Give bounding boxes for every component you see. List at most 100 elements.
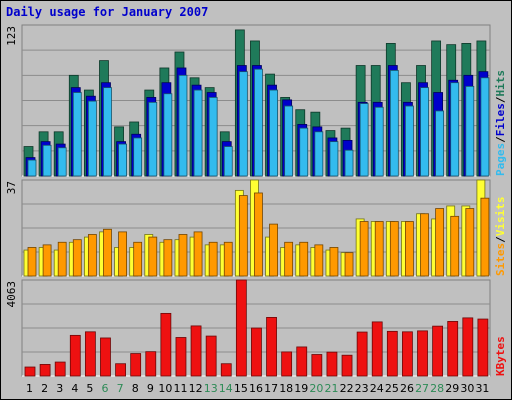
kbytes-bar bbox=[281, 351, 293, 377]
kbytes-bar bbox=[220, 363, 232, 377]
kbytes-bar bbox=[115, 363, 126, 377]
pages-bar bbox=[148, 101, 158, 177]
kbytes-bar bbox=[386, 330, 398, 377]
x-axis-day-label: 27 bbox=[415, 382, 429, 395]
pages-bar bbox=[254, 68, 263, 177]
x-axis-day-label: 4 bbox=[71, 382, 78, 395]
kbytes-bar bbox=[341, 354, 353, 377]
sites-bar bbox=[57, 241, 67, 277]
sites-bar bbox=[118, 231, 127, 277]
sites-bar bbox=[269, 223, 278, 277]
sites-bar bbox=[450, 215, 460, 277]
pages-bar bbox=[223, 146, 233, 177]
kbytes-bar bbox=[24, 366, 36, 377]
pages-bar bbox=[344, 149, 354, 177]
panel-bottom-legend: KBytes bbox=[494, 336, 507, 376]
x-axis-day-label: 22 bbox=[340, 382, 354, 395]
sites-bar bbox=[42, 244, 52, 277]
kbytes-bar bbox=[326, 351, 338, 377]
x-axis-day-label: 24 bbox=[370, 382, 384, 395]
x-axis-day-label: 23 bbox=[355, 382, 369, 395]
pages-bar bbox=[178, 74, 188, 177]
pages-bar bbox=[435, 110, 445, 177]
pages-bar bbox=[208, 97, 218, 177]
x-axis-day-label: 21 bbox=[324, 382, 338, 395]
legend-entry: Sites bbox=[494, 243, 507, 276]
kbytes-bar bbox=[266, 317, 277, 377]
sites-bar bbox=[465, 208, 475, 277]
x-axis-day-label: 17 bbox=[264, 382, 278, 395]
kbytes-bar bbox=[371, 321, 383, 377]
pages-bar bbox=[284, 105, 294, 177]
x-axis-day-label: 16 bbox=[249, 382, 263, 395]
sites-bar bbox=[389, 221, 399, 277]
pages-bar bbox=[103, 87, 112, 177]
sites-bar bbox=[420, 213, 429, 277]
kbytes-bar bbox=[69, 334, 81, 377]
x-axis-day-label: 30 bbox=[460, 382, 474, 395]
x-axis-day-label: 6 bbox=[102, 382, 109, 395]
pages-bar bbox=[389, 70, 399, 177]
kbytes-bar bbox=[175, 337, 187, 377]
legend-entry: Pages bbox=[494, 143, 507, 176]
kbytes-bar bbox=[84, 331, 96, 377]
sites-bar bbox=[254, 192, 263, 277]
x-axis-day-label: 8 bbox=[132, 382, 139, 395]
x-axis-day-label: 10 bbox=[158, 382, 172, 395]
x-axis-day-label: 25 bbox=[385, 382, 399, 395]
sites-bar bbox=[208, 241, 218, 277]
kbytes-bar bbox=[190, 325, 202, 377]
pages-bar bbox=[118, 143, 127, 177]
kbytes-bar bbox=[39, 364, 51, 377]
pages-bar bbox=[163, 93, 173, 177]
sites-bar bbox=[103, 228, 112, 277]
kbytes-bar bbox=[130, 353, 142, 377]
x-axis-day-label: 12 bbox=[189, 382, 203, 395]
sites-bar bbox=[223, 241, 233, 277]
x-axis-day-label: 31 bbox=[475, 382, 489, 395]
kbytes-bar bbox=[477, 318, 489, 377]
sites-bar bbox=[133, 241, 143, 277]
sites-bar bbox=[72, 239, 82, 277]
sites-bar bbox=[27, 247, 37, 277]
pages-bar bbox=[133, 137, 143, 177]
sites-bar bbox=[193, 231, 203, 277]
x-axis-day-label: 5 bbox=[86, 382, 93, 395]
x-axis-day-label: 29 bbox=[445, 382, 459, 395]
kbytes-bar bbox=[54, 361, 66, 377]
sites-bar bbox=[344, 252, 354, 277]
legend-entry: / bbox=[494, 236, 507, 243]
panel-top-ytick-label: 123 bbox=[5, 26, 18, 46]
pages-bar bbox=[329, 141, 339, 177]
kbytes-bar bbox=[145, 351, 157, 377]
x-axis-day-label: 26 bbox=[400, 382, 414, 395]
pages-bar bbox=[480, 77, 490, 177]
x-axis-day-label: 9 bbox=[147, 382, 154, 395]
pages-bar bbox=[359, 103, 369, 177]
sites-bar bbox=[178, 234, 188, 277]
panel-bottom-ytick-label: 4063 bbox=[5, 281, 18, 308]
sites-bar bbox=[163, 239, 173, 277]
sites-bar bbox=[329, 247, 339, 277]
pages-bar bbox=[299, 127, 309, 177]
x-axis-day-label: 11 bbox=[174, 382, 188, 395]
pages-bar bbox=[374, 106, 384, 177]
sites-bar bbox=[87, 234, 97, 277]
kbytes-bar bbox=[462, 317, 474, 377]
pages-bar bbox=[314, 131, 324, 177]
pages-bar bbox=[238, 71, 248, 177]
chart-title: Daily usage for January 2007 bbox=[6, 5, 209, 19]
legend-entry: / bbox=[494, 96, 507, 103]
x-axis-day-label: 1 bbox=[26, 382, 33, 395]
kbytes-bar bbox=[296, 346, 308, 377]
legend-entry: Files bbox=[494, 103, 507, 136]
kbytes-bar bbox=[447, 321, 459, 377]
sites-bar bbox=[299, 241, 309, 277]
x-axis-day-label: 13 bbox=[204, 382, 218, 395]
kbytes-bar bbox=[100, 337, 111, 377]
pages-bar bbox=[450, 82, 460, 177]
x-axis-day-label: 15 bbox=[234, 382, 248, 395]
legend-entry: KBytes bbox=[494, 336, 507, 376]
sites-bar bbox=[359, 221, 369, 277]
